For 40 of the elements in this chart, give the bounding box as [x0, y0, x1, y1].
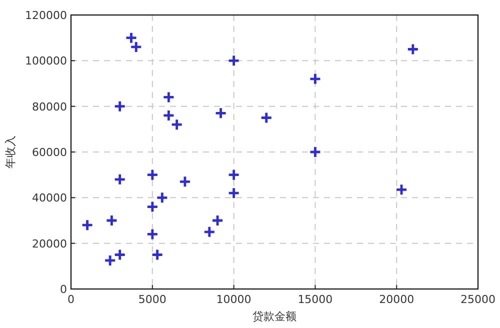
x-tick-label: 25000	[460, 293, 496, 306]
y-tick-label: 100000	[25, 54, 67, 68]
point	[395, 183, 408, 196]
point	[260, 112, 273, 124]
point	[170, 118, 184, 131]
point	[178, 175, 192, 188]
y-tick-label: 0	[60, 283, 67, 296]
point	[114, 173, 126, 186]
point	[214, 106, 227, 120]
y-tick-label: 20000	[32, 237, 67, 250]
point	[114, 100, 126, 113]
point	[406, 43, 420, 56]
point	[211, 214, 224, 227]
point	[146, 168, 159, 182]
point	[228, 54, 240, 67]
x-tick-label: 10000	[216, 293, 252, 306]
point	[309, 146, 322, 158]
point	[81, 218, 94, 232]
y-tick-label: 60000	[32, 146, 67, 159]
x-axis-title: 贷款金额	[252, 310, 296, 323]
y-tick-label: 40000	[32, 192, 67, 205]
point	[151, 248, 164, 261]
y-axis-title: 年收入	[4, 136, 17, 168]
point	[146, 200, 159, 213]
point	[114, 248, 126, 261]
x-tick-label: 15000	[298, 293, 333, 306]
point	[162, 91, 175, 104]
point	[228, 186, 240, 200]
point	[104, 254, 116, 267]
point	[106, 214, 118, 227]
point	[162, 109, 175, 122]
y-tick-label: 80000	[32, 100, 67, 114]
point	[146, 228, 159, 240]
point	[309, 72, 322, 86]
x-tick-label: 5000	[138, 293, 166, 306]
x-tick-label: 20000	[379, 293, 414, 306]
point	[228, 168, 240, 182]
point	[203, 226, 216, 238]
y-tick-label: 120000	[25, 9, 67, 22]
point	[156, 191, 168, 204]
